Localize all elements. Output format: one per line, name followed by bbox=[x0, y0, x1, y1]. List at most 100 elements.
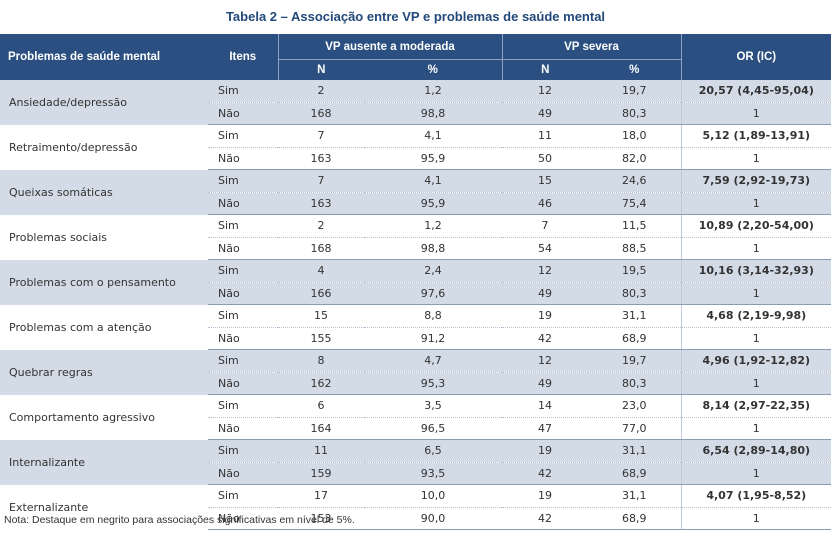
problem-label: Retraimento/depressão bbox=[0, 124, 208, 170]
pct-absent-value: 97,6 bbox=[364, 281, 503, 305]
n-severe-value: 12 bbox=[502, 259, 589, 282]
pct-absent-value: 2,4 bbox=[364, 259, 503, 282]
table-row: Não 159 93,5 42 68,9 1 bbox=[0, 461, 831, 485]
table-title: Tabela 2 – Associação entre VP e problem… bbox=[225, 9, 606, 24]
table-row: Não 163 95,9 50 82,0 1 bbox=[0, 146, 831, 170]
or-value: 10,89 (2,20-54,00) bbox=[680, 214, 831, 237]
n-severe-value: 42 bbox=[502, 506, 589, 530]
table-row: Retraimento/depressão Sim 7 4,1 11 18,0 5,12 (… bbox=[0, 124, 831, 170]
pct-absent-value: 4,1 bbox=[364, 124, 503, 147]
n-severe-value: 49 bbox=[502, 371, 589, 395]
n-absent-value: 155 bbox=[278, 326, 364, 350]
n-absent-value: 2 bbox=[278, 214, 364, 237]
item-label: Sim bbox=[208, 259, 278, 282]
n-severe-value: 19 bbox=[502, 304, 589, 327]
pct-absent-value: 95,9 bbox=[364, 191, 503, 215]
n-severe-value: 42 bbox=[502, 461, 589, 485]
pct-severe-value: 68,9 bbox=[588, 461, 682, 485]
data-table: Problemas de saúde mental Itens VP ausen… bbox=[0, 34, 831, 530]
item-label: Não bbox=[208, 146, 278, 170]
or-value: 1 bbox=[680, 281, 831, 305]
n-severe-value: 7 bbox=[502, 214, 589, 237]
table-row: Comportamento agressivo Sim 6 3,5 14 23,0 8,14… bbox=[0, 394, 831, 440]
problem-label: Externalizante bbox=[0, 484, 208, 530]
n-absent-value: 7 bbox=[278, 169, 364, 192]
n-absent-value: 7 bbox=[278, 124, 364, 147]
pct-absent-value: 95,9 bbox=[364, 146, 503, 170]
n-absent-value: 166 bbox=[278, 281, 364, 305]
problem-label: Comportamento agressivo bbox=[0, 394, 208, 440]
or-value: 1 bbox=[680, 416, 831, 440]
n-severe-value: 50 bbox=[502, 146, 589, 170]
item-label: Sim bbox=[208, 349, 278, 372]
problem-label: Problemas com o pensamento bbox=[0, 259, 208, 305]
pct-absent-value: 95,3 bbox=[364, 371, 503, 395]
n-absent-value: 163 bbox=[278, 146, 364, 170]
table-row: Ansiedade/depressão Sim 2 1,2 12 19,7 20,57 (4… bbox=[0, 80, 831, 125]
pct-absent-value: 98,8 bbox=[364, 236, 503, 260]
item-label: Não bbox=[208, 326, 278, 350]
pct-severe-value: 68,9 bbox=[588, 326, 682, 350]
or-value: 1 bbox=[680, 461, 831, 485]
item-label: Não bbox=[208, 191, 278, 215]
pct-absent-value: 8,8 bbox=[364, 304, 503, 327]
pct-severe-value: 75,4 bbox=[588, 191, 682, 215]
n-absent-value: 168 bbox=[278, 101, 364, 125]
pct-severe-value: 80,3 bbox=[588, 101, 682, 125]
n-severe-value: 15 bbox=[502, 169, 589, 192]
pct-severe-value: 31,1 bbox=[588, 484, 682, 507]
problem-label: Problemas com a atenção bbox=[0, 304, 208, 350]
pct-absent-value: 98,8 bbox=[364, 101, 503, 125]
item-label: Sim bbox=[208, 169, 278, 192]
item-label: Sim bbox=[208, 124, 278, 147]
table-row: Problemas com a atenção Sim 15 8,8 19 31,1 4,6… bbox=[0, 304, 831, 350]
n-severe-value: 19 bbox=[502, 439, 589, 462]
table-row: Não 153 90,0 42 68,9 1 bbox=[0, 506, 831, 530]
item-label: Não bbox=[208, 416, 278, 440]
item-label: Sim bbox=[208, 439, 278, 462]
pct-severe-value: 24,6 bbox=[588, 169, 682, 192]
n-absent-value: 15 bbox=[278, 304, 364, 327]
or-value: 1 bbox=[680, 326, 831, 350]
pct-absent-value: 6,5 bbox=[364, 439, 503, 462]
n-absent-value: 163 bbox=[278, 191, 364, 215]
n-severe-value: 49 bbox=[502, 101, 589, 125]
header-problem: Problemas de saúde mental bbox=[0, 34, 208, 80]
n-severe-value: 19 bbox=[502, 484, 589, 507]
pct-absent-value: 1,2 bbox=[364, 80, 503, 102]
header-vp-absent: VP ausente a moderada bbox=[277, 34, 503, 60]
n-severe-value: 42 bbox=[502, 326, 589, 350]
n-severe-value: 12 bbox=[502, 349, 589, 372]
pct-absent-value: 4,7 bbox=[364, 349, 503, 372]
n-absent-value: 159 bbox=[278, 461, 364, 485]
table-row: Não 155 91,2 42 68,9 1 bbox=[0, 326, 831, 350]
pct-severe-value: 23,0 bbox=[588, 394, 682, 417]
table-note: Nota: Destaque em negrito para associaçõ… bbox=[4, 514, 355, 526]
table-row: Queixas somáticas Sim 7 4,1 15 24,6 7,59 (2,92… bbox=[0, 169, 831, 215]
table-row: Não 168 98,8 54 88,5 1 bbox=[0, 236, 831, 260]
header-pct-absent: % bbox=[364, 59, 503, 80]
or-value: 7,59 (2,92-19,73) bbox=[680, 169, 831, 192]
pct-severe-value: 68,9 bbox=[588, 506, 682, 530]
item-label: Sim bbox=[208, 80, 278, 102]
problem-label: Queixas somáticas bbox=[0, 169, 208, 215]
problem-label: Internalizante bbox=[0, 439, 208, 485]
or-value: 1 bbox=[680, 506, 831, 530]
n-severe-value: 47 bbox=[502, 416, 589, 440]
pct-absent-value: 90,0 bbox=[364, 506, 503, 530]
table-row: Problemas sociais Sim 2 1,2 7 11,5 10,89 (2,20… bbox=[0, 214, 831, 260]
problem-label: Ansiedade/depressão bbox=[0, 80, 208, 125]
problem-label: Problemas sociais bbox=[0, 214, 208, 260]
item-label: Não bbox=[208, 281, 278, 305]
pct-severe-value: 31,1 bbox=[588, 304, 682, 327]
pct-severe-value: 18,0 bbox=[588, 124, 682, 147]
header-items: Itens bbox=[208, 34, 278, 80]
pct-severe-value: 31,1 bbox=[588, 439, 682, 462]
item-label: Não bbox=[208, 371, 278, 395]
n-absent-value: 168 bbox=[278, 236, 364, 260]
table-header: Problemas de saúde mental Itens VP ausen… bbox=[0, 34, 831, 80]
n-severe-value: 54 bbox=[502, 236, 589, 260]
n-severe-value: 46 bbox=[502, 191, 589, 215]
table-row: Não 166 97,6 49 80,3 1 bbox=[0, 281, 831, 305]
